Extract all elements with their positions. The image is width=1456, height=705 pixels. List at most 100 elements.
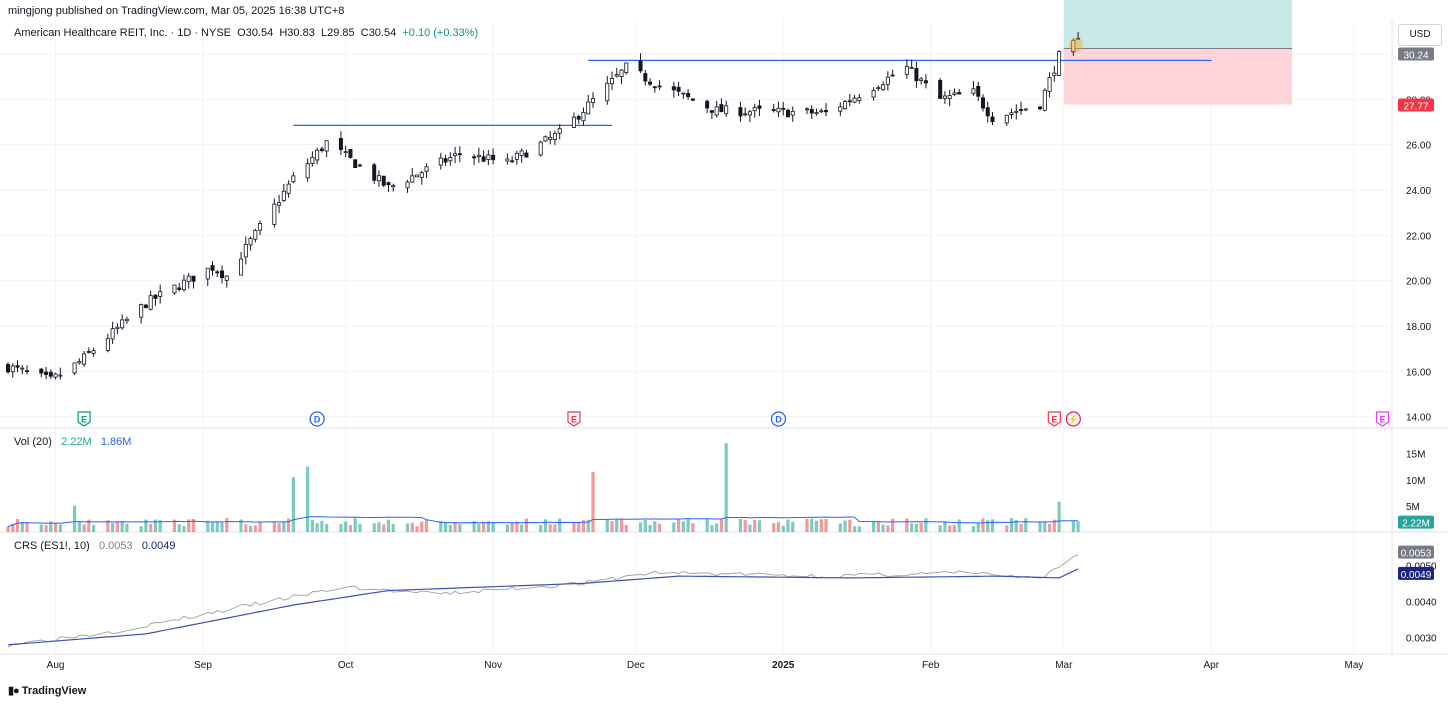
tradingview-logo[interactable]: ▮● TradingView [8,684,86,697]
long-position-tool[interactable] [1063,0,1293,105]
candle-body [258,223,263,231]
candle-body [714,106,719,116]
candle-body [1004,114,1009,124]
price-tick-label: 26.00 [1406,141,1431,152]
crs-label: CRS (ES1!, 10) [14,540,90,552]
volume-bar [120,521,124,532]
candle-body [1019,109,1024,111]
price-tick-label: 16.00 [1406,367,1431,378]
candle-body [205,267,210,280]
volume-bar [843,520,847,532]
volume-bar [886,525,890,532]
volume-bar [453,522,457,532]
volume-bar [891,518,895,532]
candle-body [272,203,277,225]
symbol-title: American Healthcare REIT, Inc. · 1D · NY… [14,27,232,39]
volume-bar [624,524,628,532]
volume-bar [848,519,852,532]
volume-bar [339,524,343,532]
volume-bar [77,521,81,532]
volume-bar [15,519,20,532]
candle-body [453,153,458,156]
volume-bar [491,522,495,532]
volume-bar [657,523,662,532]
candle-body [310,156,315,165]
candle-body [671,86,676,91]
time-tick-label: Oct [338,660,354,671]
volume-bar [539,524,543,532]
volume-bar [158,520,162,532]
price-axes[interactable]: 14.0016.0018.0020.0022.0024.0026.0028.00… [1398,35,1437,645]
candle-body [785,109,790,118]
time-axis[interactable]: Aug Sep Oct Nov Dec 2025 Feb Mar Apr May [47,660,1364,671]
volume-bar [805,518,809,532]
volume-bar [981,518,985,532]
crs-legend: CRS (ES1!, 10) 0.0053 0.0049 [14,540,175,552]
volume-bar [876,522,880,532]
volume-legend: Vol (20) 2.22M 1.86M [14,436,131,448]
event-markers[interactable]: E D E D E ⚡ E [77,411,1390,427]
candle-body [481,156,486,162]
candle-body [538,141,543,156]
candle-body [1009,112,1014,115]
candle-body [614,74,619,77]
main-legend: American Healthcare REIT, Inc. · 1D · NY… [14,27,478,39]
volume-bar [1057,501,1061,532]
candle-body [709,110,714,113]
volume-bar [11,523,15,532]
volume-bar [615,519,619,532]
candle-body [353,159,358,169]
candle-body [743,113,748,116]
volume-bar [44,525,48,532]
candle-body [105,338,110,351]
volume-bar [577,522,581,532]
volume-bar [291,477,295,532]
volume-bar [1038,521,1042,532]
candle-body [652,86,657,89]
volume-bar [591,471,595,532]
close-value: C30.54 [360,27,397,39]
volume-bar [748,524,752,532]
volume-bar [87,519,91,532]
candle-body [705,100,710,109]
candle-body [686,93,691,98]
horizontal-levels[interactable] [293,59,1212,127]
candle-body [519,150,524,156]
currency-button[interactable]: USD [1398,24,1442,46]
volume-bar [39,524,43,532]
candle-body [876,87,881,90]
candle-body [20,367,25,370]
volume-bar [415,526,419,532]
volume-bar [719,519,724,532]
volume-ma-value: 1.86M [100,436,132,448]
candle-body [747,111,752,116]
volume-bar [315,523,319,532]
volume-bar [1019,523,1023,532]
volume-bar [572,521,576,532]
volume-bar [638,522,643,532]
volume-bar [439,520,443,532]
candle-body [72,362,77,374]
crs-value-tag: 0.0053 [1401,549,1432,560]
candle-body [904,65,909,75]
candle-body [871,90,876,98]
candle-body [248,238,253,246]
entry-price-tag-box [1398,47,1434,61]
volume-bar [1005,525,1009,532]
candle-body [410,175,415,183]
candle-body [648,81,653,85]
candle-body [281,190,286,201]
candle-body [681,92,686,95]
volume-bar [686,519,690,532]
volume-tick-label: 10M [1406,476,1425,487]
candle-body [405,181,410,189]
candle-body [590,98,595,103]
time-tick-label: Apr [1203,660,1219,671]
event-label: E [1379,415,1385,425]
volume-bar [586,519,590,532]
volume-bar [215,522,219,532]
candle-body [472,156,477,159]
volume-bar [691,523,695,532]
candle-body [643,73,648,82]
